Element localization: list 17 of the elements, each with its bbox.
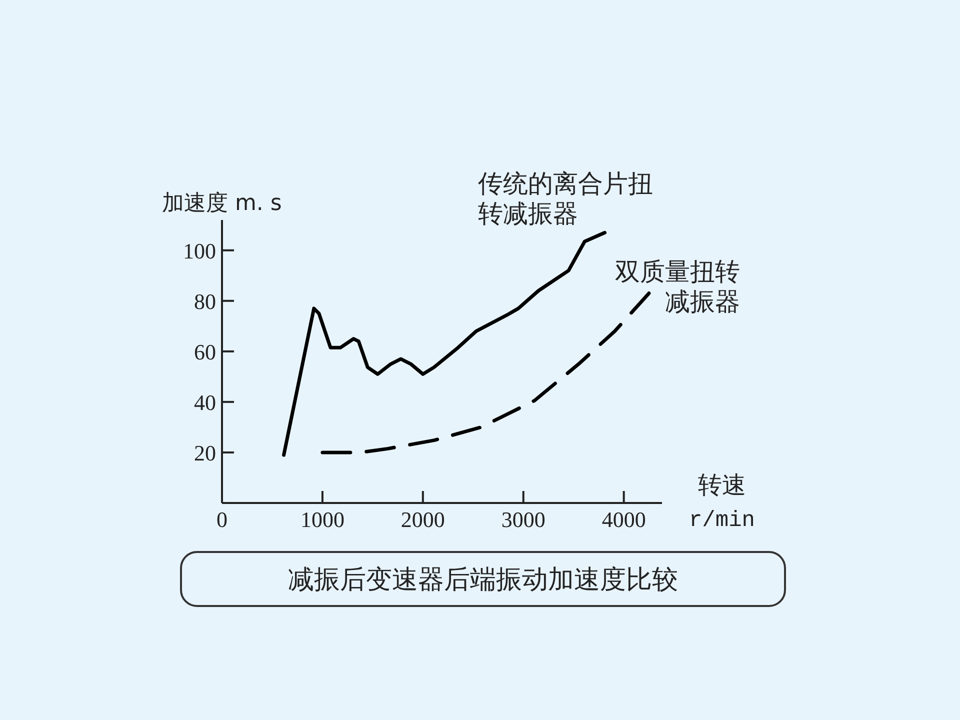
y-axis-title: 加速度 m. s — [162, 191, 282, 216]
text: 减振后变速器后端振动加速度比较 — [288, 565, 678, 595]
x-tick-label: 4000 — [602, 507, 646, 532]
y-tick-label: 20 — [194, 440, 216, 466]
y-tick-label: 100 — [183, 238, 216, 264]
y-tick-label: 40 — [194, 390, 216, 415]
series-label: 传统的离合片扭转减振器 — [478, 169, 653, 228]
y-tick-label: 80 — [194, 288, 216, 314]
line-series — [320, 292, 651, 454]
y-tick-label: 60 — [194, 339, 216, 364]
x-axis-title: 转速 r/min — [688, 471, 756, 533]
line-series — [282, 230, 606, 457]
series-label: 双质量扭转减振器 — [615, 257, 740, 316]
x-tick-label: 3000 — [501, 507, 546, 532]
x-tick-label: 2000 — [400, 507, 445, 532]
x-tick-label: 1000 — [300, 507, 344, 532]
x-tick-label: 0 — [216, 507, 228, 532]
